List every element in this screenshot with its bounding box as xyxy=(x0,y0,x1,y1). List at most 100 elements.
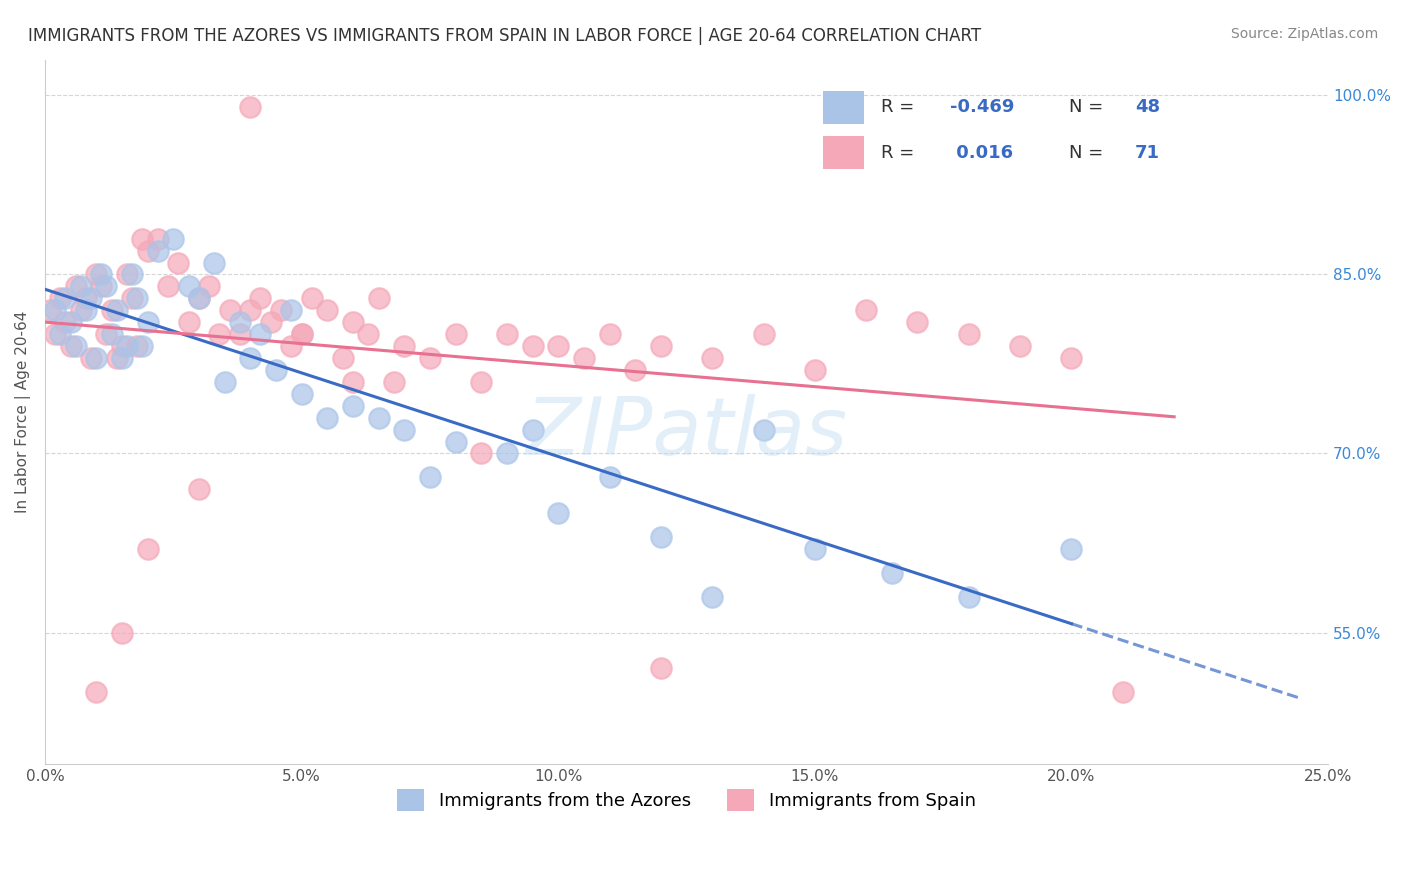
Point xyxy=(522,423,544,437)
Point xyxy=(316,410,339,425)
Point xyxy=(69,303,91,318)
Point xyxy=(367,291,389,305)
Point xyxy=(957,590,980,604)
Point xyxy=(214,375,236,389)
Point xyxy=(752,327,775,342)
Point xyxy=(136,244,159,258)
Point xyxy=(547,339,569,353)
Point xyxy=(367,410,389,425)
Point xyxy=(599,470,621,484)
Point xyxy=(49,327,72,342)
Point xyxy=(957,327,980,342)
Point xyxy=(495,446,517,460)
Text: Source: ZipAtlas.com: Source: ZipAtlas.com xyxy=(1230,27,1378,41)
Point xyxy=(444,434,467,449)
Point xyxy=(392,339,415,353)
Point xyxy=(382,375,405,389)
Point xyxy=(75,291,97,305)
Point xyxy=(229,315,252,329)
Point xyxy=(1060,541,1083,556)
Point xyxy=(218,303,240,318)
Point xyxy=(270,303,292,318)
Point xyxy=(167,255,190,269)
Point xyxy=(96,279,118,293)
Point xyxy=(804,363,827,377)
Point xyxy=(804,541,827,556)
Point xyxy=(111,625,134,640)
Point xyxy=(290,327,312,342)
Point xyxy=(1112,685,1135,699)
Point xyxy=(239,351,262,365)
Point xyxy=(131,339,153,353)
Point xyxy=(136,541,159,556)
Point xyxy=(111,339,134,353)
Point xyxy=(316,303,339,318)
Point xyxy=(111,351,134,365)
Point xyxy=(522,339,544,353)
Point xyxy=(121,268,143,282)
Point xyxy=(136,315,159,329)
Point xyxy=(290,327,312,342)
Point xyxy=(84,351,107,365)
Point xyxy=(115,268,138,282)
Point xyxy=(1060,351,1083,365)
Point xyxy=(115,339,138,353)
Point xyxy=(239,303,262,318)
Point xyxy=(162,232,184,246)
Text: IMMIGRANTS FROM THE AZORES VS IMMIGRANTS FROM SPAIN IN LABOR FORCE | AGE 20-64 C: IMMIGRANTS FROM THE AZORES VS IMMIGRANTS… xyxy=(28,27,981,45)
Y-axis label: In Labor Force | Age 20-64: In Labor Force | Age 20-64 xyxy=(15,310,31,513)
Point xyxy=(96,327,118,342)
Point xyxy=(84,268,107,282)
Point xyxy=(880,566,903,580)
Point xyxy=(702,590,724,604)
Point xyxy=(127,291,149,305)
Point xyxy=(177,279,200,293)
Point xyxy=(855,303,877,318)
Point xyxy=(44,303,66,318)
Point xyxy=(80,291,103,305)
Point xyxy=(342,315,364,329)
Point xyxy=(444,327,467,342)
Point xyxy=(419,470,441,484)
Point xyxy=(90,268,112,282)
Point xyxy=(121,291,143,305)
Point xyxy=(105,351,128,365)
Point xyxy=(907,315,929,329)
Point xyxy=(100,327,122,342)
Point xyxy=(1010,339,1032,353)
Point xyxy=(44,327,66,342)
Point xyxy=(187,483,209,497)
Point xyxy=(146,232,169,246)
Point xyxy=(59,339,82,353)
Point xyxy=(80,351,103,365)
Point xyxy=(650,530,672,544)
Point xyxy=(39,303,62,318)
Point xyxy=(290,386,312,401)
Point xyxy=(702,351,724,365)
Point xyxy=(59,315,82,329)
Point xyxy=(301,291,323,305)
Point xyxy=(752,423,775,437)
Legend: Immigrants from the Azores, Immigrants from Spain: Immigrants from the Azores, Immigrants f… xyxy=(382,774,990,825)
Point xyxy=(419,351,441,365)
Point xyxy=(75,303,97,318)
Point xyxy=(599,327,621,342)
Point xyxy=(187,291,209,305)
Point xyxy=(650,339,672,353)
Point xyxy=(157,279,180,293)
Point xyxy=(260,315,283,329)
Point xyxy=(177,315,200,329)
Point xyxy=(357,327,380,342)
Point xyxy=(280,303,302,318)
Point xyxy=(495,327,517,342)
Point xyxy=(547,506,569,520)
Point xyxy=(229,327,252,342)
Point xyxy=(198,279,221,293)
Point xyxy=(187,291,209,305)
Point xyxy=(650,661,672,675)
Point xyxy=(131,232,153,246)
Point xyxy=(280,339,302,353)
Point xyxy=(470,375,492,389)
Point xyxy=(127,339,149,353)
Point xyxy=(264,363,287,377)
